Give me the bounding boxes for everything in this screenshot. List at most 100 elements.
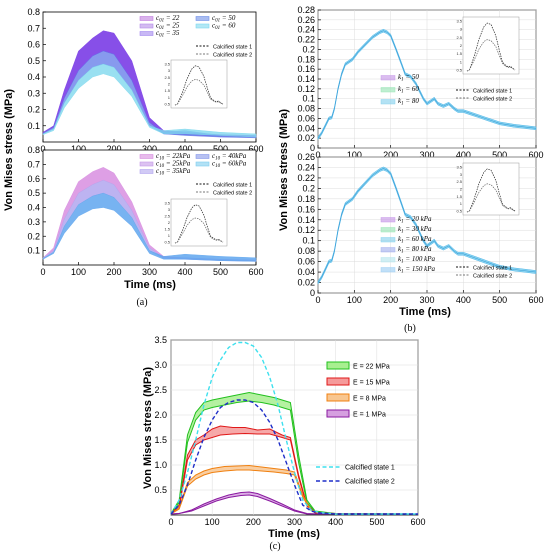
x-tick-label: 0	[315, 295, 320, 305]
legend-swatch	[380, 99, 396, 105]
legend-swatch	[326, 361, 350, 370]
inset-curve-calcified-1	[174, 204, 224, 244]
series-line-upper	[170, 391, 419, 515]
y-tick-label: 0.06	[297, 113, 315, 123]
y-tick-label: 0.4	[27, 72, 40, 82]
legend-swatch	[195, 161, 210, 167]
y-tick-label: 0	[310, 288, 315, 298]
legend-label: k1 = 80 kPa	[398, 245, 432, 255]
y-tick-label: 2.0	[154, 410, 167, 420]
y-tick-label: 2.5	[154, 385, 167, 395]
y-tick-label: 0.7	[27, 23, 40, 33]
x-tick-label: 600	[410, 517, 425, 527]
y-tick-label: 0.24	[297, 162, 315, 172]
chart-a-top: 0 100 200 300 400 500 600 0.1 0.2 0.3 0.4 0.5 0.6 0.7…	[3, 7, 264, 211]
legend-label: c01 = 25	[156, 22, 180, 32]
legend-swatch	[139, 169, 154, 174]
legend-label: k1 = 20 kPa	[398, 215, 432, 225]
inset-y-tick-label: 1	[460, 201, 463, 206]
y-tick-label: 0.08	[297, 246, 315, 256]
legend-label: k1 = 80	[398, 97, 419, 107]
inset-y-tick-label: 3	[460, 172, 463, 177]
inset-y-tick-label: 3.5	[164, 201, 170, 206]
chart-c: 0 100 200 300 400 500 600 0.5 1.0 1.5 2.0 2.5 3.0 3.5…	[142, 335, 426, 540]
legend-label: c10 = 40kPa	[212, 152, 247, 162]
x-tick-label: 300	[419, 150, 434, 160]
legend-label: k1 = 150 kPa	[398, 265, 435, 275]
y-tick-label: 0.1	[302, 94, 315, 104]
x-tick-label: 100	[71, 267, 86, 277]
inset-y-tick-label: 3.5	[164, 62, 170, 67]
x-tick-label: 300	[142, 144, 157, 154]
legend-swatch	[139, 161, 154, 167]
x-tick-label: 300	[287, 517, 302, 527]
legend-label-calcified: Calcified state 2	[473, 97, 512, 103]
x-tick-label: 100	[205, 517, 220, 527]
y-tick-label: 0.12	[297, 84, 315, 94]
legend-swatch	[380, 75, 396, 81]
inset-curve-calcified-2	[174, 79, 224, 106]
inset-frame	[170, 198, 228, 247]
series-line-upper	[170, 491, 418, 515]
y-tick-label: 0.3	[27, 88, 40, 98]
x-tick-label: 400	[456, 150, 471, 160]
legend-label-calcified: Calcified state 1	[213, 183, 252, 189]
legend-swatch	[380, 217, 396, 223]
y-tick-label: 0.26	[297, 152, 315, 162]
x-tick-label: 200	[246, 517, 261, 527]
inset-y-tick-label: 2	[168, 82, 171, 87]
inset-y-tick-label: 2.5	[456, 179, 462, 184]
calcified-line	[170, 341, 418, 515]
inset-y-tick-label: 1.5	[456, 194, 462, 199]
legend-label: c01 = 22	[156, 14, 180, 24]
legend-swatch	[380, 237, 396, 243]
legend-label: E = 8 MPa	[353, 396, 386, 403]
inset-y-tick-label: 3	[168, 207, 171, 212]
y-tick-label: 0.5	[27, 188, 40, 198]
inset-y-tick-label: 1.5	[456, 51, 462, 56]
legend-label: k1 = 60	[398, 85, 419, 95]
y-tick-label: 0.8	[27, 7, 40, 17]
y-axis-label: Von Mises stress (MPa)	[3, 89, 15, 211]
inset-y-tick-label: 3	[168, 68, 171, 73]
x-tick-label: 600	[528, 150, 543, 160]
x-tick-label: 500	[369, 517, 384, 527]
inset-curve-calcified-1	[466, 168, 516, 213]
x-tick-label: 400	[177, 267, 192, 277]
legend-swatch	[139, 154, 154, 159]
series-line-lower	[170, 494, 418, 515]
legend-label: E = 1 MPa	[353, 412, 386, 419]
x-tick-label: 100	[71, 144, 86, 154]
x-tick-label: 500	[492, 295, 507, 305]
series-band	[42, 192, 257, 262]
y-tick-label: 0.24	[297, 25, 315, 35]
x-tick-label: 500	[492, 150, 507, 160]
y-tick-label: 0.16	[297, 64, 315, 74]
y-tick-label: 3.0	[154, 360, 167, 370]
inset-y-tick-label: 3.5	[456, 19, 462, 24]
x-tick-label: 200	[106, 267, 121, 277]
y-tick-label: 0.1	[27, 246, 40, 256]
inset-curve-calcified-2	[174, 217, 224, 244]
x-axis-label: Time (ms)	[268, 528, 320, 540]
legend-label: c01 = 35	[156, 29, 180, 39]
legend-swatch	[139, 16, 154, 21]
x-tick-label: 0	[168, 517, 173, 527]
legend-label: k1 = 60 kPa	[398, 235, 432, 245]
y-tick-label: 0.04	[297, 267, 315, 277]
inset-y-tick-label: 0.5	[456, 209, 462, 214]
inset-y-tick-label: 1.5	[164, 88, 170, 93]
y-tick-label: 0.06	[297, 257, 315, 267]
legend-label: E = 15 MPa	[353, 380, 390, 387]
y-tick-label: 0.3	[27, 217, 40, 227]
inset-y-tick-label: 2	[460, 187, 463, 192]
y-tick-label: 0.18	[297, 194, 315, 204]
legend-swatch	[326, 393, 350, 402]
y-tick-label: 0.6	[27, 174, 40, 184]
panel-label-b: (b)	[404, 323, 416, 334]
y-tick-label: 0.28	[297, 5, 315, 15]
legend-label-calcified: Calcified state 1	[473, 89, 512, 95]
inset-y-tick-label: 1	[168, 233, 171, 238]
y-axis-label: Von Mises stress (MPa)	[142, 367, 154, 489]
y-tick-label: 0.08	[297, 104, 315, 114]
